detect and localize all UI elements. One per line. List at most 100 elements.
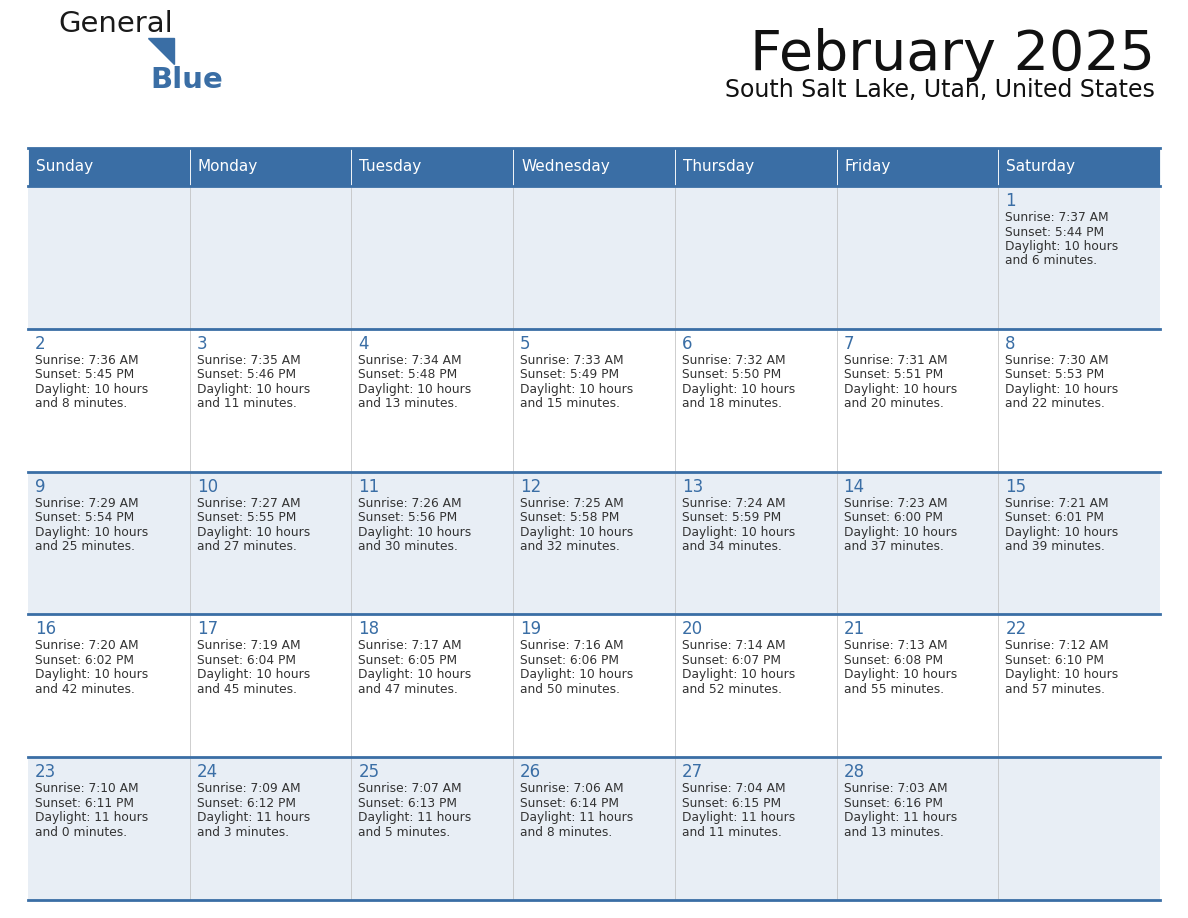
Text: and 25 minutes.: and 25 minutes. <box>34 540 135 554</box>
Bar <box>352 148 513 186</box>
Text: and 18 minutes.: and 18 minutes. <box>682 397 782 410</box>
Text: Sunrise: 7:32 AM: Sunrise: 7:32 AM <box>682 353 785 367</box>
Text: Sunrise: 7:04 AM: Sunrise: 7:04 AM <box>682 782 785 795</box>
Text: and 11 minutes.: and 11 minutes. <box>682 825 782 839</box>
Text: Sunrise: 7:16 AM: Sunrise: 7:16 AM <box>520 640 624 653</box>
Text: 21: 21 <box>843 621 865 638</box>
Text: Sunrise: 7:34 AM: Sunrise: 7:34 AM <box>359 353 462 367</box>
Text: Daylight: 10 hours: Daylight: 10 hours <box>843 668 956 681</box>
Text: Daylight: 10 hours: Daylight: 10 hours <box>520 668 633 681</box>
Text: Daylight: 10 hours: Daylight: 10 hours <box>520 526 633 539</box>
Text: Daylight: 10 hours: Daylight: 10 hours <box>1005 526 1119 539</box>
Text: Sunrise: 7:26 AM: Sunrise: 7:26 AM <box>359 497 462 509</box>
Text: 16: 16 <box>34 621 56 638</box>
Text: 17: 17 <box>197 621 217 638</box>
Text: Sunrise: 7:13 AM: Sunrise: 7:13 AM <box>843 640 947 653</box>
Text: 1: 1 <box>1005 192 1016 210</box>
Text: Sunset: 6:04 PM: Sunset: 6:04 PM <box>197 654 296 666</box>
Text: and 50 minutes.: and 50 minutes. <box>520 683 620 696</box>
Text: Sunrise: 7:10 AM: Sunrise: 7:10 AM <box>34 782 139 795</box>
Text: and 34 minutes.: and 34 minutes. <box>682 540 782 554</box>
Text: 6: 6 <box>682 335 693 353</box>
Text: Sunrise: 7:35 AM: Sunrise: 7:35 AM <box>197 353 301 367</box>
Text: Daylight: 11 hours: Daylight: 11 hours <box>682 812 795 824</box>
Bar <box>836 148 998 186</box>
Text: Daylight: 10 hours: Daylight: 10 hours <box>1005 668 1119 681</box>
Text: 19: 19 <box>520 621 542 638</box>
Text: Sunrise: 7:07 AM: Sunrise: 7:07 AM <box>359 782 462 795</box>
Text: Daylight: 10 hours: Daylight: 10 hours <box>359 383 472 396</box>
Text: Sunset: 6:06 PM: Sunset: 6:06 PM <box>520 654 619 666</box>
Bar <box>675 148 836 186</box>
Text: Sunset: 5:46 PM: Sunset: 5:46 PM <box>197 368 296 381</box>
Text: Sunset: 6:01 PM: Sunset: 6:01 PM <box>1005 511 1105 524</box>
Text: Sunrise: 7:27 AM: Sunrise: 7:27 AM <box>197 497 301 509</box>
Text: Daylight: 11 hours: Daylight: 11 hours <box>359 812 472 824</box>
Text: Daylight: 10 hours: Daylight: 10 hours <box>682 383 795 396</box>
Text: Sunrise: 7:17 AM: Sunrise: 7:17 AM <box>359 640 462 653</box>
Text: Sunrise: 7:30 AM: Sunrise: 7:30 AM <box>1005 353 1108 367</box>
Text: 26: 26 <box>520 763 542 781</box>
Text: Sunset: 6:13 PM: Sunset: 6:13 PM <box>359 797 457 810</box>
Text: Daylight: 10 hours: Daylight: 10 hours <box>1005 240 1119 253</box>
Text: Sunset: 5:59 PM: Sunset: 5:59 PM <box>682 511 781 524</box>
Text: 3: 3 <box>197 335 208 353</box>
Text: Sunset: 6:08 PM: Sunset: 6:08 PM <box>843 654 943 666</box>
Text: and 8 minutes.: and 8 minutes. <box>34 397 127 410</box>
Text: Sunset: 6:11 PM: Sunset: 6:11 PM <box>34 797 134 810</box>
Text: Daylight: 10 hours: Daylight: 10 hours <box>520 383 633 396</box>
Text: and 6 minutes.: and 6 minutes. <box>1005 254 1098 267</box>
Text: Sunrise: 7:31 AM: Sunrise: 7:31 AM <box>843 353 947 367</box>
Text: and 22 minutes.: and 22 minutes. <box>1005 397 1105 410</box>
Text: 28: 28 <box>843 763 865 781</box>
Text: 14: 14 <box>843 477 865 496</box>
Text: Sunrise: 7:21 AM: Sunrise: 7:21 AM <box>1005 497 1108 509</box>
Text: and 15 minutes.: and 15 minutes. <box>520 397 620 410</box>
Text: Sunrise: 7:06 AM: Sunrise: 7:06 AM <box>520 782 624 795</box>
Text: 11: 11 <box>359 477 380 496</box>
Text: and 37 minutes.: and 37 minutes. <box>843 540 943 554</box>
Text: 13: 13 <box>682 477 703 496</box>
Text: and 20 minutes.: and 20 minutes. <box>843 397 943 410</box>
Text: Sunset: 6:05 PM: Sunset: 6:05 PM <box>359 654 457 666</box>
Text: 8: 8 <box>1005 335 1016 353</box>
Bar <box>29 472 1159 614</box>
Text: Sunset: 6:14 PM: Sunset: 6:14 PM <box>520 797 619 810</box>
Text: and 42 minutes.: and 42 minutes. <box>34 683 135 696</box>
Text: 4: 4 <box>359 335 369 353</box>
Text: 15: 15 <box>1005 477 1026 496</box>
Text: Sunset: 5:45 PM: Sunset: 5:45 PM <box>34 368 134 381</box>
Text: Saturday: Saturday <box>1006 160 1075 174</box>
Bar <box>513 148 675 186</box>
Text: and 39 minutes.: and 39 minutes. <box>1005 540 1105 554</box>
Text: and 52 minutes.: and 52 minutes. <box>682 683 782 696</box>
Text: and 13 minutes.: and 13 minutes. <box>359 397 459 410</box>
Text: Thursday: Thursday <box>683 160 754 174</box>
Text: Daylight: 10 hours: Daylight: 10 hours <box>843 383 956 396</box>
Text: Friday: Friday <box>845 160 891 174</box>
Bar <box>29 329 1159 472</box>
Text: South Salt Lake, Utah, United States: South Salt Lake, Utah, United States <box>725 78 1155 102</box>
Text: Sunset: 5:49 PM: Sunset: 5:49 PM <box>520 368 619 381</box>
Text: Daylight: 10 hours: Daylight: 10 hours <box>843 526 956 539</box>
Text: Daylight: 10 hours: Daylight: 10 hours <box>197 383 310 396</box>
Text: Sunrise: 7:37 AM: Sunrise: 7:37 AM <box>1005 211 1108 224</box>
Text: 23: 23 <box>34 763 56 781</box>
Text: Daylight: 10 hours: Daylight: 10 hours <box>34 526 148 539</box>
Text: Tuesday: Tuesday <box>360 160 422 174</box>
Text: Sunset: 5:58 PM: Sunset: 5:58 PM <box>520 511 619 524</box>
Bar <box>190 148 352 186</box>
Text: Sunrise: 7:20 AM: Sunrise: 7:20 AM <box>34 640 139 653</box>
Text: and 8 minutes.: and 8 minutes. <box>520 825 612 839</box>
Text: and 55 minutes.: and 55 minutes. <box>843 683 943 696</box>
Text: 22: 22 <box>1005 621 1026 638</box>
Text: Sunset: 5:54 PM: Sunset: 5:54 PM <box>34 511 134 524</box>
Text: Sunset: 5:48 PM: Sunset: 5:48 PM <box>359 368 457 381</box>
Text: 5: 5 <box>520 335 531 353</box>
Text: 12: 12 <box>520 477 542 496</box>
Text: and 45 minutes.: and 45 minutes. <box>197 683 297 696</box>
Bar <box>998 148 1159 186</box>
Text: and 3 minutes.: and 3 minutes. <box>197 825 289 839</box>
Text: Sunday: Sunday <box>36 160 93 174</box>
Text: Daylight: 10 hours: Daylight: 10 hours <box>359 668 472 681</box>
